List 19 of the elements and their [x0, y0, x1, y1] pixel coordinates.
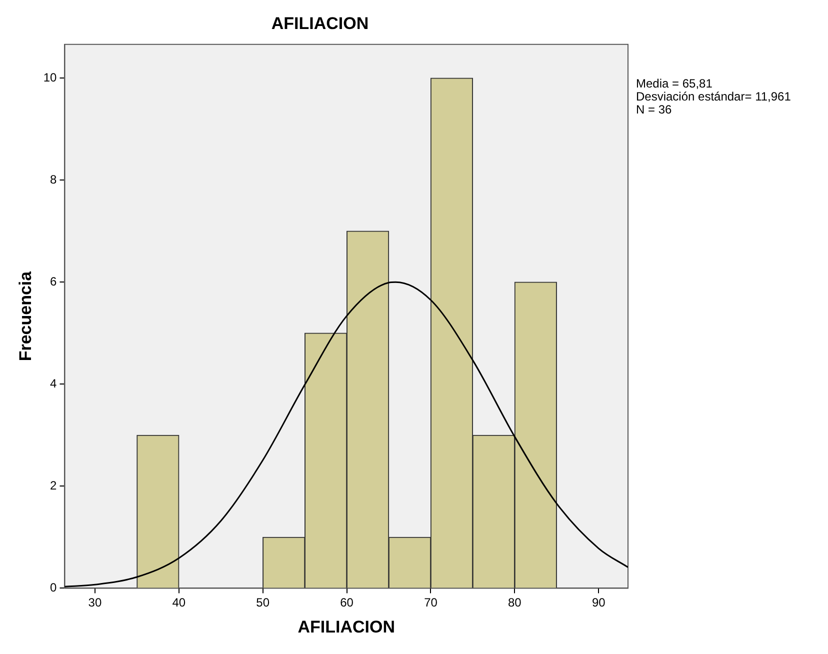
y-tick-label: 2	[50, 478, 58, 492]
text: N = 36	[636, 102, 672, 117]
x-tick-label: 70	[424, 596, 438, 610]
chart-title: AFILIACION	[271, 14, 369, 33]
x-tick-label: 90	[592, 596, 606, 610]
y-tick-label: 10	[43, 70, 58, 84]
x-tick-label: 30	[88, 596, 102, 610]
x-tick-label: 80	[508, 596, 522, 610]
text: Media = 65,81	[636, 76, 713, 91]
y-axis-title: Frecuencia	[16, 270, 35, 362]
x-tick-label: 60	[340, 596, 354, 610]
x-tick-label: 40	[172, 596, 186, 610]
text: Desviación estándar= 11,961	[636, 90, 792, 104]
y-tick-label: 4	[50, 376, 58, 390]
x-axis-title: AFILIACION	[298, 617, 396, 636]
y-tick-label: 0	[50, 580, 58, 595]
x-tick-label: 50	[256, 596, 270, 610]
y-tick-label: 6	[50, 274, 58, 288]
y-tick-label: 8	[50, 172, 58, 186]
